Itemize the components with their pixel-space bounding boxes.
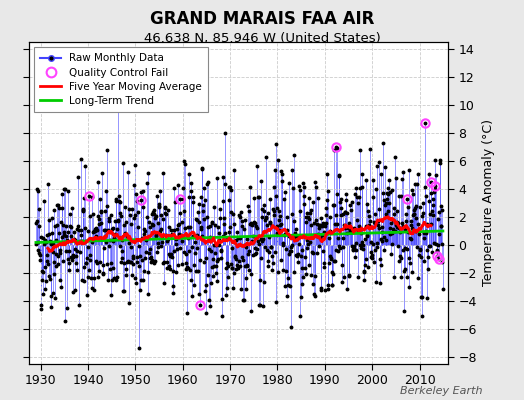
- Text: Berkeley Earth: Berkeley Earth: [400, 386, 482, 396]
- Text: 46.638 N, 85.946 W (United States): 46.638 N, 85.946 W (United States): [144, 32, 380, 45]
- Y-axis label: Temperature Anomaly (°C): Temperature Anomaly (°C): [483, 120, 496, 286]
- Legend: Raw Monthly Data, Quality Control Fail, Five Year Moving Average, Long-Term Tren: Raw Monthly Data, Quality Control Fail, …: [34, 47, 209, 112]
- Text: GRAND MARAIS FAA AIR: GRAND MARAIS FAA AIR: [150, 10, 374, 28]
